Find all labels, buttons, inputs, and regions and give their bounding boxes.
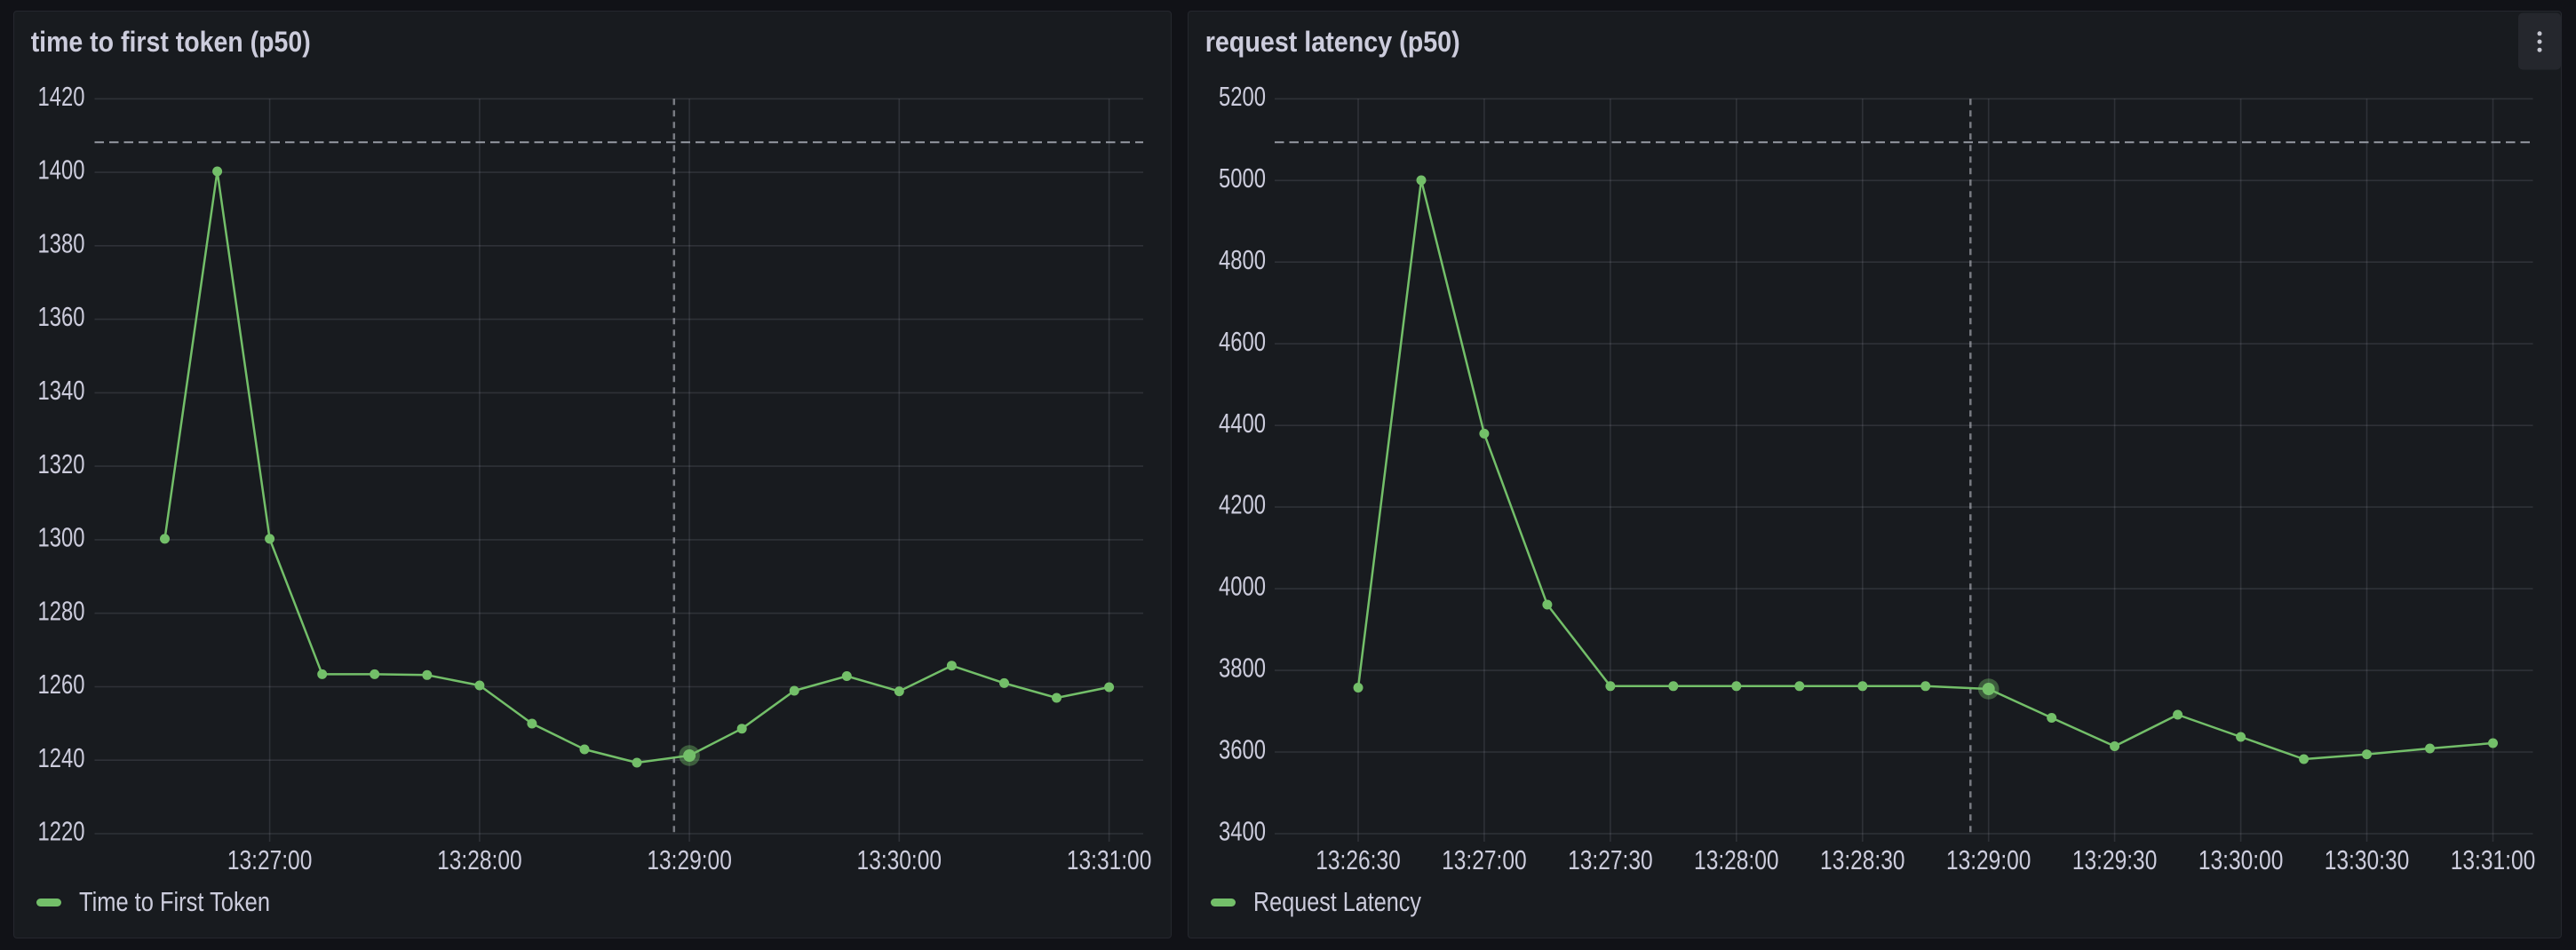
- svg-text:13:29:00: 13:29:00: [1946, 845, 2031, 875]
- svg-text:request latency (p50): request latency (p50): [1205, 26, 1460, 58]
- svg-text:5000: 5000: [1219, 163, 1266, 194]
- svg-text:5200: 5200: [1219, 82, 1266, 112]
- svg-text:4200: 4200: [1219, 490, 1266, 520]
- svg-text:13:26:30: 13:26:30: [1316, 845, 1401, 875]
- svg-text:13:27:00: 13:27:00: [227, 845, 313, 875]
- svg-text:1400: 1400: [38, 155, 85, 186]
- svg-text:4000: 4000: [1219, 572, 1266, 602]
- svg-text:13:31:00: 13:31:00: [2451, 845, 2536, 875]
- svg-text:Time to First Token: Time to First Token: [79, 887, 270, 917]
- svg-text:3600: 3600: [1219, 735, 1266, 765]
- svg-text:13:28:00: 13:28:00: [437, 845, 522, 875]
- svg-text:1380: 1380: [38, 228, 85, 258]
- svg-text:13:30:00: 13:30:00: [857, 845, 942, 875]
- svg-text:1240: 1240: [38, 743, 85, 773]
- svg-text:1360: 1360: [38, 302, 85, 332]
- svg-text:13:29:00: 13:29:00: [647, 845, 732, 875]
- svg-text:1260: 1260: [38, 669, 85, 700]
- svg-text:1280: 1280: [38, 596, 85, 626]
- svg-text:4800: 4800: [1219, 245, 1266, 275]
- svg-text:13:30:30: 13:30:30: [2325, 845, 2410, 875]
- svg-text:13:27:30: 13:27:30: [1568, 845, 1653, 875]
- svg-text:13:27:00: 13:27:00: [1442, 845, 1527, 875]
- svg-text:3800: 3800: [1219, 653, 1266, 684]
- svg-text:3400: 3400: [1219, 817, 1266, 847]
- svg-text:time to first token (p50): time to first token (p50): [31, 26, 311, 58]
- svg-text:13:29:30: 13:29:30: [2072, 845, 2158, 875]
- svg-text:1340: 1340: [38, 376, 85, 406]
- svg-text:13:28:00: 13:28:00: [1694, 845, 1779, 875]
- svg-text:1220: 1220: [38, 817, 85, 847]
- svg-text:1420: 1420: [38, 82, 85, 112]
- svg-text:13:31:00: 13:31:00: [1067, 845, 1152, 875]
- svg-text:13:28:30: 13:28:30: [1820, 845, 1905, 875]
- svg-text:1300: 1300: [38, 523, 85, 553]
- svg-text:13:30:00: 13:30:00: [2198, 845, 2284, 875]
- svg-text:4600: 4600: [1219, 327, 1266, 357]
- svg-text:Request Latency: Request Latency: [1253, 887, 1422, 917]
- svg-text:4400: 4400: [1219, 408, 1266, 439]
- svg-text:1320: 1320: [38, 449, 85, 479]
